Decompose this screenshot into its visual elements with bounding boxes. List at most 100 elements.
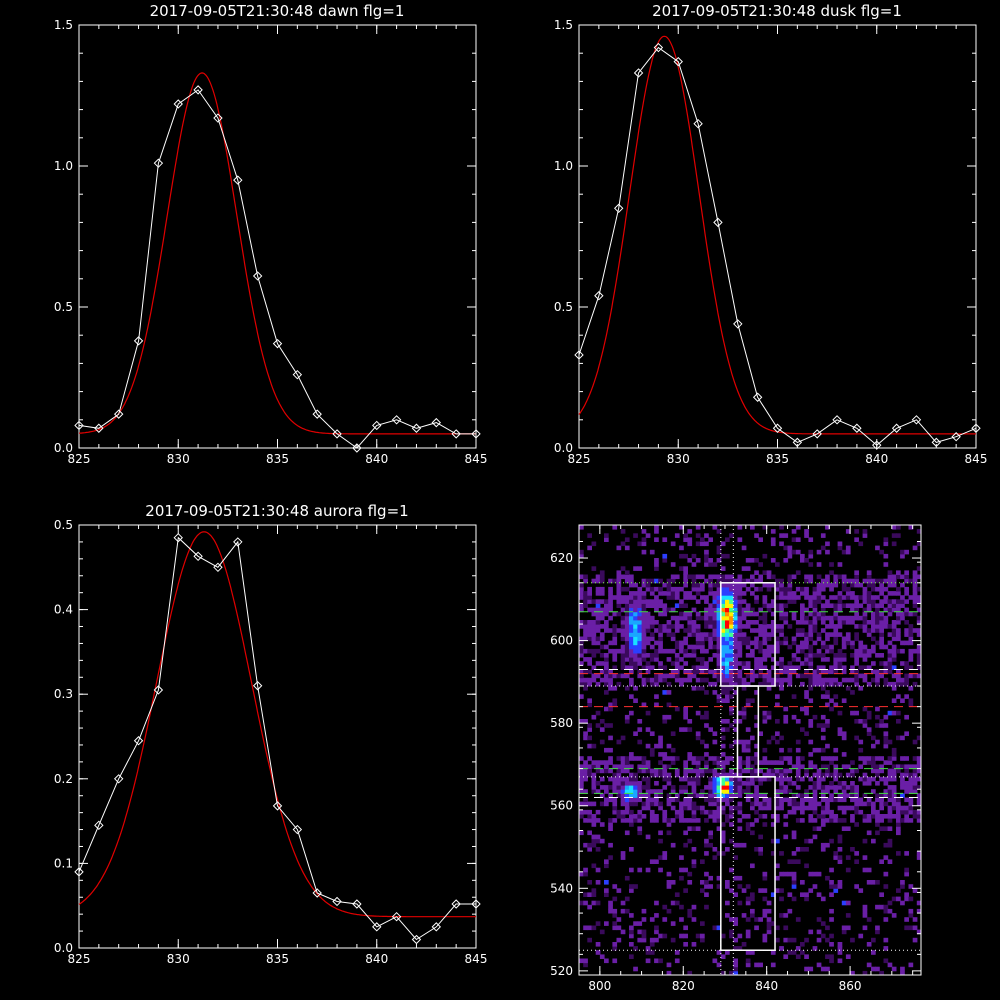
dawn-data-point xyxy=(213,113,223,123)
image-pixel xyxy=(741,942,747,947)
image-pixel xyxy=(683,640,688,646)
image-pixel xyxy=(762,620,768,625)
image-pixel xyxy=(608,768,613,774)
image-pixel xyxy=(587,661,592,666)
image-pixel xyxy=(737,677,743,683)
image-pixel xyxy=(737,628,743,633)
aurora-panel-title: 2017-09-05T21:30:48 aurora flg=1 xyxy=(145,502,408,520)
image-pixel xyxy=(629,648,634,654)
image-pixel xyxy=(737,805,743,811)
image-pixel xyxy=(716,760,722,765)
image-pixel xyxy=(779,582,784,588)
image-pixel xyxy=(754,793,759,798)
aurora-data-point xyxy=(213,562,223,573)
image-pixel xyxy=(604,537,609,542)
image-pixel xyxy=(616,764,622,769)
image-pixel xyxy=(587,735,592,741)
image-selection-box xyxy=(736,685,760,778)
image-pixel xyxy=(712,731,718,736)
image-pixel xyxy=(800,611,805,617)
image-pixel xyxy=(904,640,909,646)
image-pixel xyxy=(879,768,884,774)
image-pixel xyxy=(854,611,859,617)
image-pixel xyxy=(896,694,901,699)
image-pixel xyxy=(579,681,584,687)
image-pixel xyxy=(687,970,693,976)
image-pixel xyxy=(658,867,663,873)
image-pixel xyxy=(912,578,918,584)
image-pixel xyxy=(595,640,601,646)
image-pixel xyxy=(862,913,868,918)
image-pixel xyxy=(745,917,751,922)
image-pixel xyxy=(812,871,818,877)
image-pixel xyxy=(679,776,684,782)
image-pixel xyxy=(854,582,859,588)
image-pixel xyxy=(599,776,605,782)
image-pixel xyxy=(795,620,801,625)
image-pixel xyxy=(674,586,680,592)
image-pixel xyxy=(720,933,726,939)
image-pixel xyxy=(745,607,751,613)
image-pixel xyxy=(879,673,884,679)
image-pixel xyxy=(837,603,843,608)
image-pixel xyxy=(679,545,684,551)
image-pixel xyxy=(612,595,618,600)
image-pixel xyxy=(658,933,663,939)
image-pixel xyxy=(591,620,597,625)
image-pixel xyxy=(891,686,897,691)
image-pixel xyxy=(641,582,647,588)
image-pixel xyxy=(583,574,588,580)
image-pixel xyxy=(712,847,718,852)
image-pixel xyxy=(733,681,738,687)
image-pixel xyxy=(649,677,655,683)
image-pixel xyxy=(900,880,905,885)
image-pixel xyxy=(695,665,701,670)
image-pixel xyxy=(900,805,905,811)
image-pixel xyxy=(666,632,672,637)
image-pixel xyxy=(758,781,763,786)
image-pixel xyxy=(775,731,780,736)
image-pixel xyxy=(712,814,718,819)
image-pixel xyxy=(674,620,680,625)
image-pixel xyxy=(612,665,618,670)
image-pixel xyxy=(812,595,818,600)
image-pixel xyxy=(766,925,772,931)
image-pixel xyxy=(629,793,634,798)
image-pixel xyxy=(775,644,780,650)
image-pixel xyxy=(879,624,884,629)
image-pixel xyxy=(850,970,855,976)
image-pixel xyxy=(820,545,826,551)
image-pixel xyxy=(704,541,709,547)
image-pixel xyxy=(875,781,880,786)
image-pixel xyxy=(900,776,905,782)
image-pixel xyxy=(804,710,809,716)
image-pixel xyxy=(787,937,793,943)
image-pixel xyxy=(825,644,830,650)
image-pixel xyxy=(825,925,830,931)
image-pixel xyxy=(779,913,784,918)
image-pixel xyxy=(720,851,726,856)
image-pixel xyxy=(779,615,784,621)
image-pixel xyxy=(683,888,688,893)
image-pixel xyxy=(745,797,751,803)
image-pixel xyxy=(716,694,722,699)
image-pixel xyxy=(658,632,663,637)
image-pixel xyxy=(737,756,743,761)
image-pixel xyxy=(900,574,905,580)
image-pixel xyxy=(879,669,884,675)
image-pixel xyxy=(654,768,659,774)
image-pixel xyxy=(737,599,743,604)
image-pixel xyxy=(841,657,847,662)
image-pixel xyxy=(595,768,601,774)
image-pixel xyxy=(579,789,584,794)
image-pixel xyxy=(645,743,651,749)
image-pixel xyxy=(716,628,722,633)
image-pixel xyxy=(733,620,738,625)
image-pixel xyxy=(654,859,659,864)
image-pixel xyxy=(779,677,784,683)
image-pixel xyxy=(579,624,584,629)
image-pixel xyxy=(741,582,747,588)
dawn-panel-title: 2017-09-05T21:30:48 dawn flg=1 xyxy=(150,2,405,20)
image-pixel xyxy=(804,533,809,538)
dusk-data-point xyxy=(733,319,743,329)
